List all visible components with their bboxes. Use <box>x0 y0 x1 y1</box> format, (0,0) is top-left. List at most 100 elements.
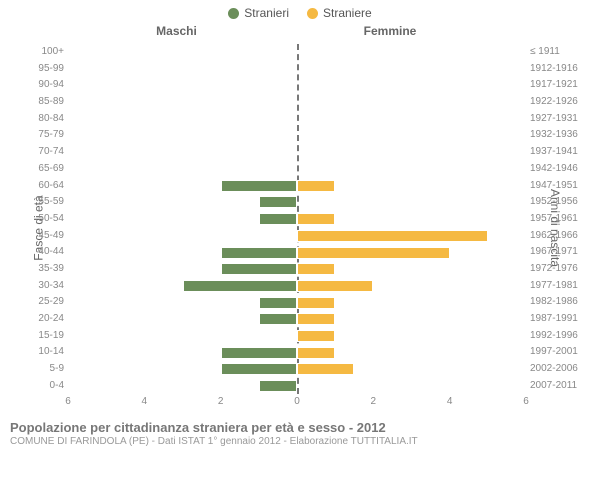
plot-area: 100+≤ 191195-991912-191690-941917-192185… <box>68 44 526 394</box>
birth-year-label: 1997-2001 <box>530 344 588 361</box>
chart-footer: Popolazione per cittadinanza straniera p… <box>0 418 600 447</box>
chart-row: 60-641947-1951 <box>68 178 526 195</box>
chart-row: 35-391972-1976 <box>68 261 526 278</box>
birth-year-label: 1937-1941 <box>530 144 588 161</box>
x-axis: 6 4 2 0 2 4 6 <box>68 396 526 412</box>
legend-item-female: Straniere <box>307 6 372 20</box>
age-label: 5-9 <box>26 361 64 378</box>
age-label: 85-89 <box>26 94 64 111</box>
x-tick: 6 <box>65 396 71 407</box>
chart-row: 100+≤ 1911 <box>68 44 526 61</box>
age-label: 50-54 <box>26 211 64 228</box>
x-tick: 4 <box>142 396 148 407</box>
age-label: 40-44 <box>26 244 64 261</box>
chart-row: 15-191992-1996 <box>68 328 526 345</box>
birth-year-label: 1972-1976 <box>530 261 588 278</box>
birth-year-label: 1992-1996 <box>530 328 588 345</box>
birth-year-label: 1932-1936 <box>530 127 588 144</box>
bar-female <box>297 313 335 325</box>
birth-year-label: ≤ 1911 <box>530 44 588 61</box>
age-label: 35-39 <box>26 261 64 278</box>
footer-subtitle: COMUNE DI FARINDOLA (PE) - Dati ISTAT 1°… <box>10 436 590 447</box>
birth-year-label: 1962-1966 <box>530 228 588 245</box>
birth-year-label: 1947-1951 <box>530 178 588 195</box>
swatch-male-icon <box>228 8 239 19</box>
birth-year-label: 1927-1931 <box>530 111 588 128</box>
birth-year-label: 1977-1981 <box>530 278 588 295</box>
birth-year-label: 1952-1956 <box>530 194 588 211</box>
bar-female <box>297 297 335 309</box>
age-label: 30-34 <box>26 278 64 295</box>
chart-row: 80-841927-1931 <box>68 111 526 128</box>
age-label: 25-29 <box>26 294 64 311</box>
birth-year-label: 1942-1946 <box>530 161 588 178</box>
age-label: 65-69 <box>26 161 64 178</box>
chart-container: Stranieri Straniere Maschi Femmine Fasce… <box>0 0 600 500</box>
bar-male <box>259 213 297 225</box>
age-label: 95-99 <box>26 61 64 78</box>
legend-label-female: Straniere <box>323 6 372 20</box>
chart-row: 85-891922-1926 <box>68 94 526 111</box>
x-tick: 6 <box>523 396 529 407</box>
x-tick: 4 <box>447 396 453 407</box>
chart-row: 25-291982-1986 <box>68 294 526 311</box>
bar-female <box>297 280 373 292</box>
bar-female <box>297 263 335 275</box>
bar-male <box>259 297 297 309</box>
bar-male <box>221 247 297 259</box>
bar-male <box>259 313 297 325</box>
chart-row: 10-141997-2001 <box>68 344 526 361</box>
bar-male <box>259 380 297 392</box>
swatch-female-icon <box>307 8 318 19</box>
header-male: Maschi <box>0 24 285 38</box>
legend: Stranieri Straniere <box>0 0 600 20</box>
x-tick: 2 <box>218 396 224 407</box>
birth-year-label: 1912-1916 <box>530 61 588 78</box>
chart-row: 95-991912-1916 <box>68 61 526 78</box>
birth-year-label: 2002-2006 <box>530 361 588 378</box>
age-label: 70-74 <box>26 144 64 161</box>
bar-male <box>183 280 298 292</box>
birth-year-label: 1987-1991 <box>530 311 588 328</box>
age-label: 90-94 <box>26 77 64 94</box>
header-female: Femmine <box>285 24 555 38</box>
age-label: 0-4 <box>26 378 64 395</box>
pyramid-chart: Fasce di età Anni di nascita 100+≤ 19119… <box>0 38 600 418</box>
bar-female <box>297 330 335 342</box>
age-label: 20-24 <box>26 311 64 328</box>
x-tick: 0 <box>294 396 300 407</box>
chart-row: 55-591952-1956 <box>68 194 526 211</box>
column-headers: Maschi Femmine <box>0 24 600 38</box>
birth-year-label: 1957-1961 <box>530 211 588 228</box>
age-label: 100+ <box>26 44 64 61</box>
bar-female <box>297 347 335 359</box>
footer-title: Popolazione per cittadinanza straniera p… <box>10 420 590 435</box>
birth-year-label: 1982-1986 <box>530 294 588 311</box>
age-label: 10-14 <box>26 344 64 361</box>
age-label: 60-64 <box>26 178 64 195</box>
legend-label-male: Stranieri <box>244 6 289 20</box>
bar-female <box>297 180 335 192</box>
bar-female <box>297 213 335 225</box>
bar-male <box>221 347 297 359</box>
bar-female <box>297 230 488 242</box>
x-tick: 2 <box>371 396 377 407</box>
age-label: 75-79 <box>26 127 64 144</box>
bar-male <box>221 363 297 375</box>
bar-male <box>259 196 297 208</box>
chart-row: 40-441967-1971 <box>68 244 526 261</box>
age-label: 80-84 <box>26 111 64 128</box>
chart-row: 50-541957-1961 <box>68 211 526 228</box>
bar-male <box>221 263 297 275</box>
birth-year-label: 1967-1971 <box>530 244 588 261</box>
chart-row: 45-491962-1966 <box>68 228 526 245</box>
age-label: 45-49 <box>26 228 64 245</box>
chart-row: 65-691942-1946 <box>68 161 526 178</box>
chart-row: 5-92002-2006 <box>68 361 526 378</box>
chart-row: 0-42007-2011 <box>68 378 526 395</box>
bar-female <box>297 363 354 375</box>
bar-male <box>221 180 297 192</box>
birth-year-label: 1917-1921 <box>530 77 588 94</box>
bar-female <box>297 247 450 259</box>
chart-row: 30-341977-1981 <box>68 278 526 295</box>
